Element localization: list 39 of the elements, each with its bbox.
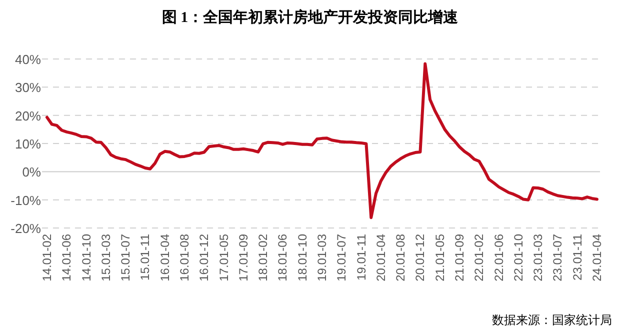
y-tick-label: 30% — [14, 80, 42, 96]
y-tick-label: 40% — [14, 52, 42, 67]
x-tick-label: 16.01-12 — [197, 234, 212, 282]
x-tick-label: 17.01-05 — [216, 234, 231, 282]
x-tick-label: 22.01-06 — [492, 234, 506, 282]
line-series — [46, 62, 598, 220]
x-tick-label: 20.01-04 — [374, 234, 388, 282]
x-tick-label: 19.01-11 — [354, 234, 368, 280]
x-tick-label: 23.01-03 — [531, 234, 546, 282]
chart-title: 图 1：全国年初累计房地产开发投资同比增速 — [162, 8, 460, 26]
x-tick-label: 18.01-10 — [295, 234, 310, 282]
y-tick-label: -10% — [10, 192, 42, 208]
x-tick-label: 16.01-04 — [158, 234, 172, 282]
x-tick-label: 19.01-07 — [334, 234, 349, 282]
x-tick-label: 14.01-10 — [79, 234, 94, 282]
x-tick-label: 18.01-06 — [276, 234, 290, 282]
x-tick-label: 14.01-06 — [60, 234, 74, 282]
x-tick-label: 22.01-02 — [472, 234, 486, 282]
source-note: 数据来源：国家统计局 — [492, 313, 612, 327]
x-tick-label: 18.01-02 — [256, 234, 270, 282]
x-tick-label: 16.01-08 — [178, 234, 192, 282]
x-tick-label: 14.01-02 — [40, 234, 54, 282]
x-tick-label: 23.01-11 — [570, 234, 584, 280]
x-tick-label: 19.01-03 — [315, 234, 329, 282]
y-tick-label: 10% — [14, 136, 42, 152]
x-tick-label: 15.01-11 — [138, 234, 152, 280]
x-tick-label: 20.01-12 — [413, 234, 428, 282]
x-tick-label: 24.01-04 — [590, 234, 604, 282]
x-tick-label: 20.01-08 — [394, 234, 408, 282]
y-tick-label: 20% — [14, 108, 42, 124]
x-tick-label: 15.01-03 — [98, 234, 113, 282]
x-tick-label: 22.01-10 — [511, 234, 526, 282]
y-tick-label: -20% — [10, 221, 42, 236]
y-tick-label: 0% — [22, 164, 42, 180]
x-tick-label: 17.01-09 — [236, 234, 250, 282]
x-tick-label: 21.01-05 — [432, 234, 447, 282]
x-tick-label: 21.01-09 — [452, 234, 466, 282]
x-tick-label: 23.01-07 — [550, 234, 565, 282]
x-tick-label: 15.01-07 — [118, 234, 133, 282]
